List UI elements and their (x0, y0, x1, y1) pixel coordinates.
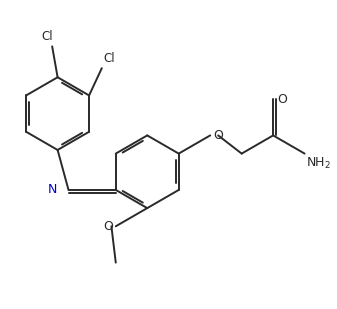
Text: N: N (48, 184, 57, 197)
Text: O: O (103, 220, 113, 233)
Text: NH$_2$: NH$_2$ (306, 155, 331, 171)
Text: Cl: Cl (41, 30, 53, 43)
Text: Cl: Cl (103, 52, 115, 65)
Text: O: O (213, 129, 223, 142)
Text: O: O (277, 93, 287, 106)
